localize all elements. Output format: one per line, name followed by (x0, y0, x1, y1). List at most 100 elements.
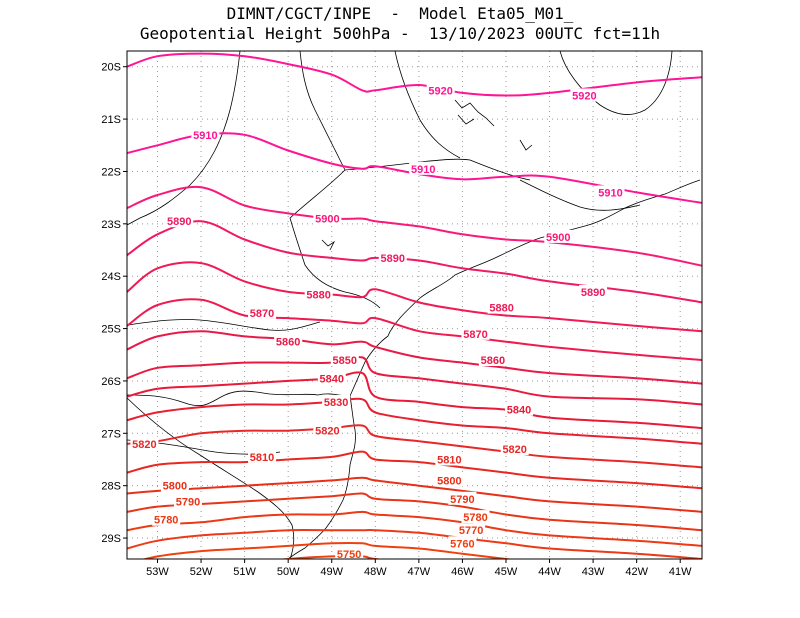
contour-label: 5890 (581, 287, 605, 299)
contour-label: 5920 (572, 91, 596, 103)
lat-tick-label: 28S (101, 481, 121, 493)
contour-label: 5880 (489, 303, 513, 315)
contour-5830 (127, 397, 702, 445)
contour-5820 (127, 424, 702, 469)
contour-label-bg (274, 334, 303, 348)
contour-label: 5810 (250, 452, 274, 464)
lon-tick-label: 41W (669, 566, 692, 578)
contour-label: 5830 (324, 397, 348, 409)
contour-label-bg (165, 214, 194, 228)
contour-label-bg (457, 523, 486, 537)
contour-5780 (127, 510, 702, 547)
contour-label: 5910 (598, 187, 622, 199)
contour-label-bg (152, 512, 181, 526)
lat-tick-label: 27S (101, 428, 121, 440)
contour-label: 5790 (176, 496, 200, 508)
contour-label: 5900 (315, 214, 339, 226)
contour-label: 5900 (546, 232, 570, 244)
contour-label: 5890 (380, 253, 404, 265)
contour-label: 5920 (428, 85, 452, 97)
coastline-and-borders (127, 51, 701, 559)
contour-label-bg (448, 536, 477, 550)
contour-label-bg (191, 127, 220, 141)
lon-tick-label: 48W (364, 566, 387, 578)
contour-label: 5780 (463, 512, 487, 524)
map-title-line-1: DIMNT/CGCT/INPE - Model Eta05_M01_ (226, 4, 574, 23)
contour-label: 5910 (193, 130, 217, 142)
contour-label-bg (478, 352, 507, 366)
contour-label: 5840 (319, 373, 343, 385)
contour-label-bg (304, 287, 333, 301)
contour-label-bg (330, 352, 359, 366)
contour-5760 (141, 542, 514, 559)
contour-label-bg (313, 423, 342, 437)
lon-tick-label: 52W (190, 566, 213, 578)
contour-label-bg (322, 394, 351, 408)
contour-label-bg (160, 478, 189, 492)
lat-tick-label: 29S (101, 533, 121, 545)
contour-label: 5840 (507, 405, 531, 417)
contour-label: 5770 (459, 525, 483, 537)
lat-tick-label: 23S (101, 219, 121, 231)
contour-label: 5810 (437, 454, 461, 466)
contour-5860 (127, 330, 702, 385)
contour-label: 5860 (276, 337, 300, 349)
lon-tick-label: 47W (408, 566, 431, 578)
lat-tick-label: 26S (101, 376, 121, 388)
contour-label-bg (426, 83, 455, 97)
contour-label-bg (570, 88, 599, 102)
plot-frame (126, 50, 703, 560)
lat-tick-label: 21S (101, 114, 121, 126)
lon-tick-label: 49W (320, 566, 343, 578)
contour-5850 (127, 356, 702, 406)
lat-tick-label: 24S (101, 271, 121, 283)
lon-tick-label: 50W (277, 566, 300, 578)
contour-label: 5910 (411, 164, 435, 176)
map-title-line-2: Geopotential Height 500hPa - 13/10/2023 … (139, 24, 661, 43)
lat-tick-label: 20S (101, 62, 121, 74)
contour-5870 (127, 298, 702, 361)
contour-5880 (127, 261, 702, 333)
contour-label-bg (313, 211, 342, 225)
contour-label: 5800 (437, 475, 461, 487)
contour-label-bg (335, 546, 364, 559)
lon-tick-label: 44W (538, 566, 561, 578)
contour-label: 5820 (315, 426, 339, 438)
contour-label-bg (505, 402, 534, 416)
contour-label: 5880 (306, 290, 330, 302)
contour-5770 (127, 529, 702, 559)
contour-label-bg (378, 250, 407, 264)
contour-label-bg (461, 510, 490, 524)
contour-label-bg (130, 436, 159, 450)
contour-label: 5760 (450, 538, 474, 550)
contour-5800 (127, 476, 702, 513)
contour-label-bg (248, 449, 277, 463)
contour-5790 (127, 492, 702, 532)
lon-tick-label: 43W (582, 566, 605, 578)
contour-label-bg (248, 305, 277, 319)
contour-label: 5870 (250, 308, 274, 320)
contour-5920 (127, 52, 702, 97)
contour-label: 5780 (154, 515, 178, 527)
lon-tick-label: 46W (451, 566, 474, 578)
contour-label-bg (317, 371, 346, 385)
contour-label-bg (544, 229, 573, 243)
lat-tick-label: 25S (101, 324, 121, 336)
contour-5840 (127, 371, 702, 430)
contour-label-bg (487, 300, 516, 314)
contour-label-bg (435, 452, 464, 466)
contour-label: 5870 (463, 329, 487, 341)
lon-tick-label: 42W (625, 566, 648, 578)
contour-label-bg (448, 491, 477, 505)
contour-label: 5850 (333, 355, 357, 367)
contour-5750 (278, 555, 384, 559)
contour-label-bg (461, 326, 490, 340)
contour-label-bg (173, 494, 202, 508)
contour-label: 5820 (132, 439, 156, 451)
contour-5810 (127, 450, 702, 490)
contour-label: 5750 (337, 549, 361, 561)
contour-label: 5790 (450, 494, 474, 506)
contour-5890 (127, 220, 702, 304)
lon-tick-label: 53W (146, 566, 169, 578)
